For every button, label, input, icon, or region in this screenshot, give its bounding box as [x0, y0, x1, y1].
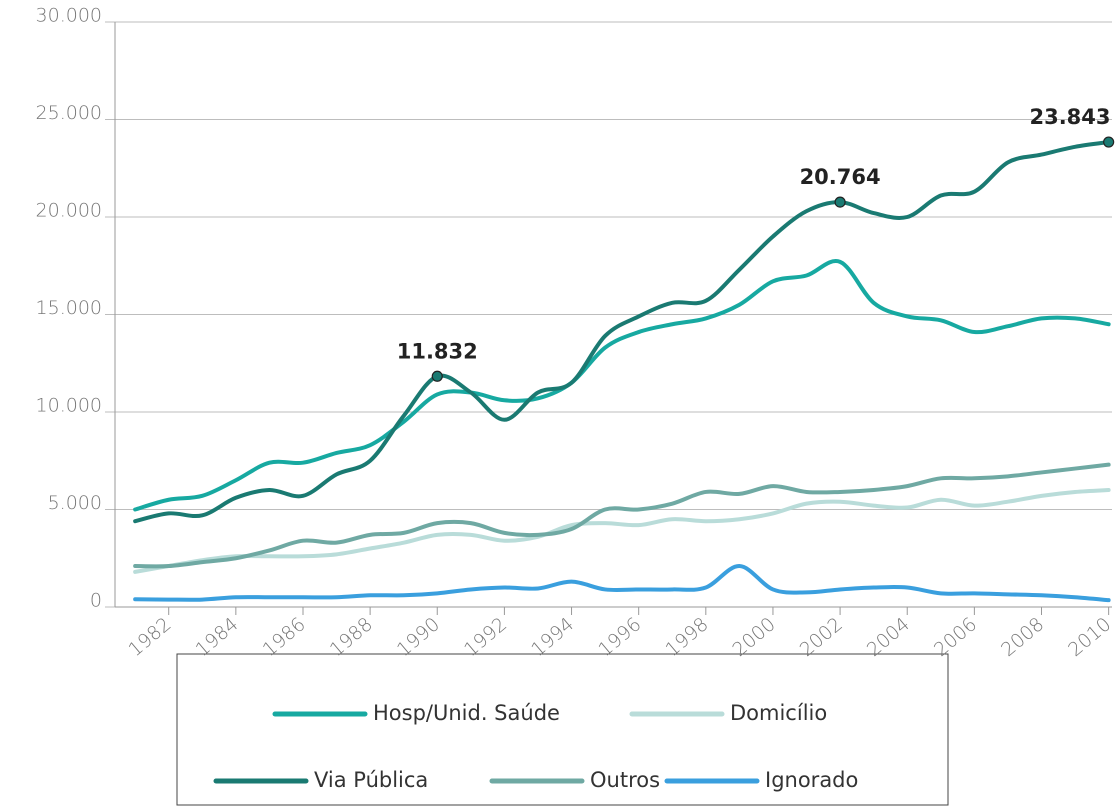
legend-box [176, 653, 949, 806]
annotation-point [1103, 136, 1115, 148]
y-tick-label: 20.000 [36, 200, 102, 222]
y-tick-label: 0 [90, 590, 102, 612]
annotation-point [431, 370, 443, 382]
annotation-point [834, 196, 846, 208]
legend-label: Hosp/Unid. Saúde [373, 701, 560, 725]
series-line [133, 259, 1111, 512]
series-line [133, 462, 1111, 569]
x-tick-label: 2006 [930, 613, 981, 661]
legend-label: Domicílio [730, 701, 827, 725]
y-tick-label: 25.000 [36, 102, 102, 124]
series-line [133, 140, 1111, 524]
x-tick-label: 2008 [997, 613, 1048, 661]
legend-label: Via Pública [314, 768, 428, 792]
legend-label: Ignorado [765, 768, 858, 792]
x-tick-label: 2010 [1064, 613, 1115, 661]
y-tick-label: 15.000 [36, 297, 102, 319]
y-tick-label: 30.000 [36, 5, 102, 27]
annotation-label: 20.764 [800, 165, 881, 189]
y-tick-label: 10.000 [36, 395, 102, 417]
x-tick-label: 1982 [124, 613, 175, 661]
annotation-label: 11.832 [397, 339, 478, 363]
series-line [133, 564, 1111, 603]
annotation-label: 23.843 [1029, 105, 1110, 129]
legend-label: Outros [590, 768, 660, 792]
series-line [133, 488, 1111, 574]
y-tick-label: 5.000 [48, 492, 102, 514]
